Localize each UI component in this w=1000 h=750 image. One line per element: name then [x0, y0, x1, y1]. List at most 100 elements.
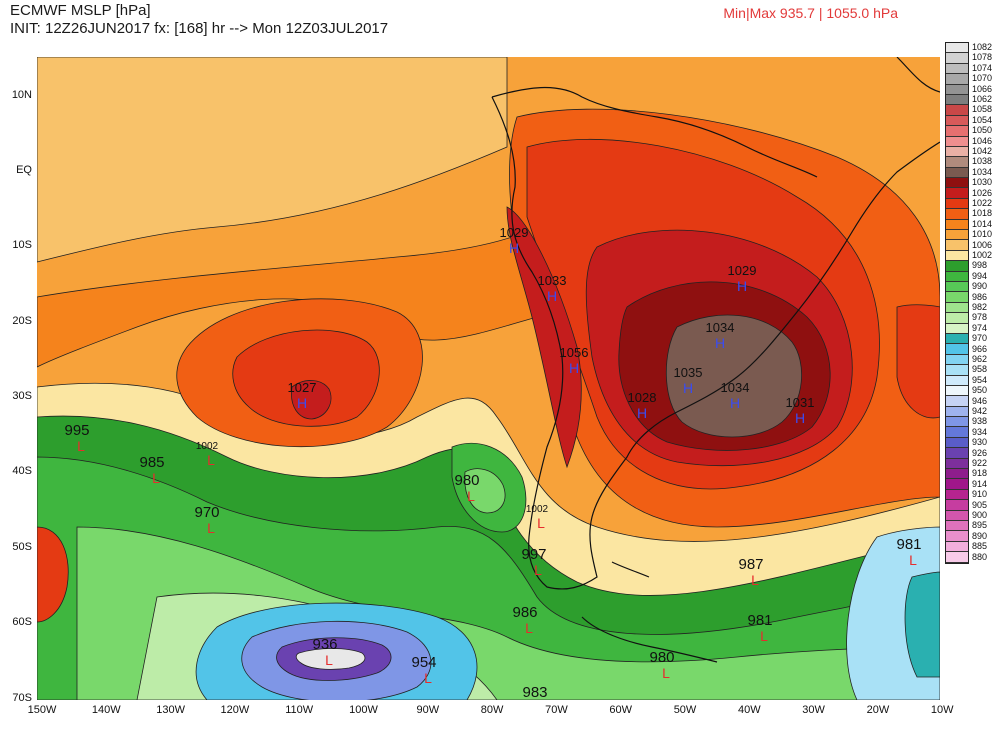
legend-label: 1026: [972, 187, 993, 198]
high-pressure-symbol: H: [715, 335, 725, 351]
low-pressure-symbol: L: [77, 438, 85, 454]
longitude-label: 150W: [27, 704, 57, 716]
legend-entry: [946, 250, 968, 262]
legend-swatch: [946, 323, 968, 334]
legend-label: 1082: [972, 42, 993, 52]
pressure-fields: [37, 57, 940, 700]
legend-swatch: [946, 94, 968, 106]
legend-label: 962: [972, 354, 988, 364]
legend-entry: [946, 146, 968, 158]
legend-entry: [946, 157, 968, 168]
legend-swatch: [946, 146, 968, 158]
legend-entry: [946, 427, 968, 438]
legend-entry: [946, 469, 968, 480]
high-pressure-symbol: H: [683, 380, 693, 396]
legend-entry: [946, 74, 968, 85]
legend-entry: [946, 354, 968, 366]
low-pressure-value: 985: [139, 454, 164, 471]
legend-entry: [946, 520, 968, 532]
legend-label: 895: [972, 520, 988, 531]
legend-entry: [946, 396, 968, 407]
legend-entry: [946, 219, 968, 231]
low-pressure-value: 1002: [526, 504, 549, 515]
legend-swatch: [946, 271, 968, 282]
longitude-label: 40W: [737, 704, 761, 716]
longitude-label: 130W: [156, 704, 185, 716]
latitude-label: 30S: [12, 390, 32, 402]
legend-entry: [946, 178, 968, 189]
legend-entry: [946, 53, 968, 64]
legend-entry: [946, 479, 968, 490]
low-pressure-value: 1002: [196, 441, 219, 452]
legend-label: 1046: [972, 135, 993, 146]
legend-label: 1070: [972, 73, 993, 84]
legend-swatch: [946, 281, 968, 293]
legend-swatch: [946, 375, 968, 386]
legend-swatch: [946, 427, 968, 438]
legend-label: 998: [972, 260, 988, 271]
low-pressure-value: 970: [194, 504, 219, 521]
legend-label: 938: [972, 416, 988, 427]
legend-entry: [946, 240, 968, 251]
legend-entry: [946, 261, 968, 272]
legend-entry: [946, 281, 968, 293]
legend-swatch: [946, 344, 968, 355]
legend-swatch: [946, 417, 968, 428]
low-pressure-symbol: L: [760, 628, 768, 644]
legend-entry: [946, 188, 968, 199]
legend-label: 934: [972, 426, 988, 437]
legend-swatch: [946, 178, 968, 189]
legend-entry: [946, 167, 968, 179]
legend-label: 1006: [972, 239, 993, 250]
low-pressure-value: 986: [512, 604, 537, 621]
legend-swatch: [946, 105, 968, 116]
legend-label: 974: [972, 322, 988, 333]
legend-swatch: [946, 74, 968, 85]
legend-swatch: [946, 313, 968, 324]
high-pressure-symbol: H: [637, 405, 647, 421]
legend-swatch: [946, 126, 968, 137]
legend-label: 1014: [972, 218, 993, 229]
longitude-label: 30W: [802, 704, 825, 716]
map-title: ECMWF MSLP [hPa]: [10, 2, 151, 19]
legend-swatch: [946, 157, 968, 168]
longitude-label: 90W: [416, 704, 440, 716]
high-pressure-value: 1034: [706, 320, 735, 335]
legend-label: 1042: [972, 146, 993, 156]
legend-swatch: [946, 531, 968, 542]
low-pressure-value: 997: [521, 546, 546, 563]
latitude-label: 20S: [12, 315, 32, 327]
legend-swatch: [946, 354, 968, 366]
low-pressure-symbol: L: [751, 572, 759, 588]
legend-label: 994: [972, 270, 988, 281]
high-pressure-symbol: H: [569, 360, 579, 376]
legend-entry: [946, 344, 968, 355]
longitude-label: 80W: [480, 704, 504, 716]
low-pressure-value: 981: [896, 536, 921, 553]
latitude-label: 50S: [12, 541, 32, 553]
legend-label: 950: [972, 385, 988, 396]
high-pressure-value: 1035: [674, 365, 703, 380]
legend-label: 970: [972, 333, 988, 344]
high-pressure-value: 1029: [728, 263, 757, 278]
legend-label: 1018: [972, 208, 993, 219]
legend-entry: [946, 365, 968, 376]
legend-label: 905: [972, 499, 988, 510]
legend-entry: [946, 437, 968, 449]
latitude-label: 70S: [12, 692, 32, 704]
legend-label: 1030: [972, 177, 993, 188]
high-pressure-symbol: H: [730, 395, 740, 411]
legend-entry: [946, 531, 968, 542]
low-pressure-symbol: L: [909, 552, 917, 568]
legend-swatch: [946, 261, 968, 272]
low-pressure-symbol: L: [424, 670, 432, 686]
legend-swatch: [946, 365, 968, 376]
legend-entry: [946, 375, 968, 386]
low-pressure-symbol: L: [662, 665, 670, 681]
legend-swatch: [946, 302, 968, 314]
legend-swatch: [946, 552, 968, 563]
legend-label: 1050: [972, 125, 993, 136]
init-forecast-time: INIT: 12Z26JUN2017 fx: [168] hr --> Mon …: [10, 20, 389, 37]
legend-entry: [946, 500, 968, 511]
